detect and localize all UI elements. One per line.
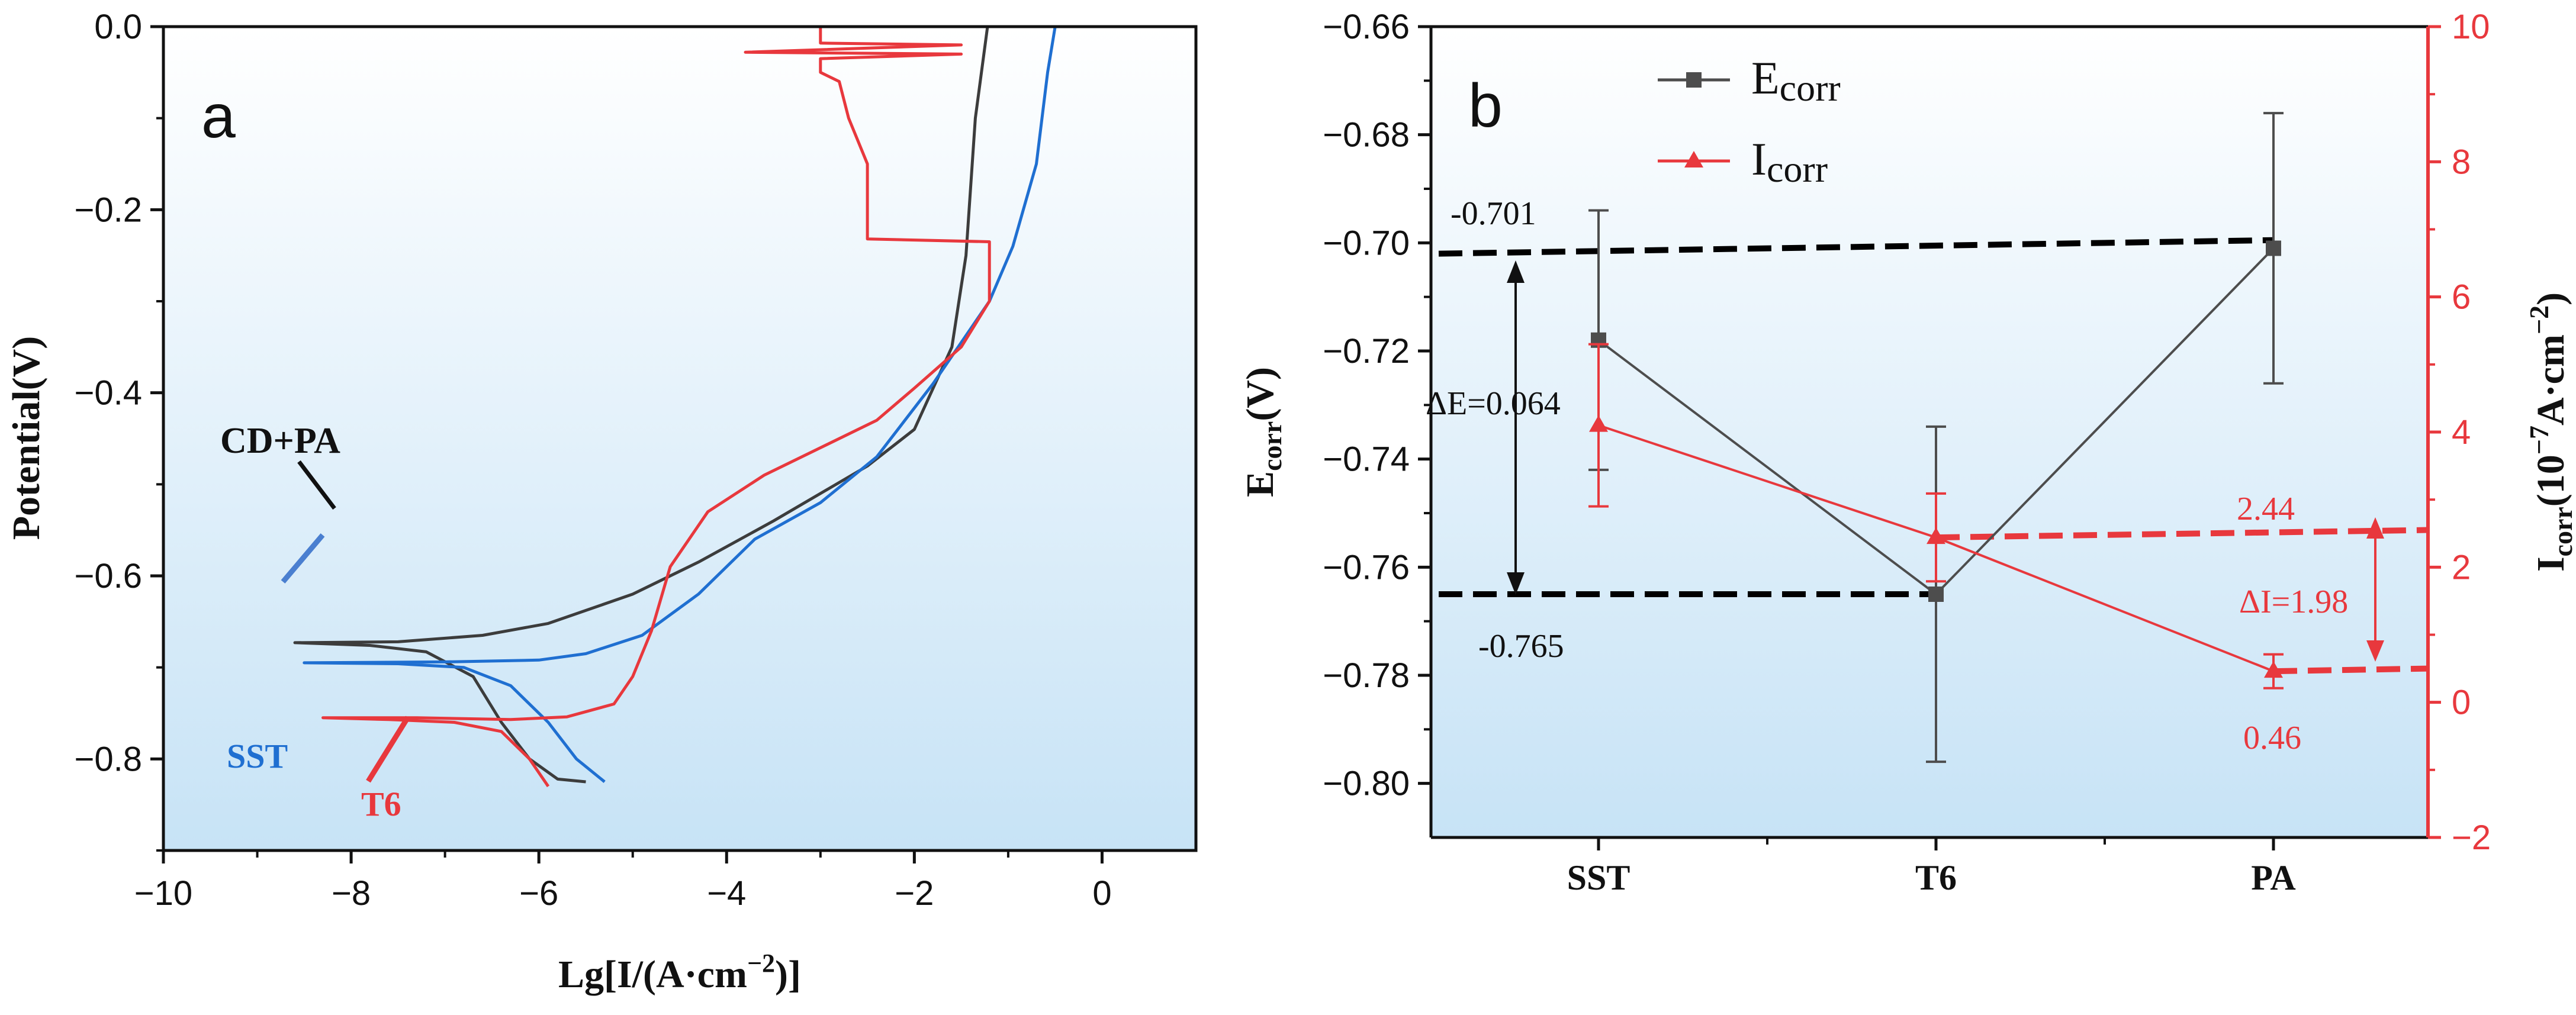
b-left-tick-label: −0.70 bbox=[1323, 224, 1410, 262]
b-left-tick-label: −0.78 bbox=[1323, 656, 1410, 695]
b-left-tick-label: −0.76 bbox=[1323, 548, 1410, 587]
icorr-marker-t6 bbox=[1927, 527, 1945, 544]
ref-label-ecorr-t6: -0.765 bbox=[1478, 628, 1564, 665]
t6-pointer-line bbox=[366, 716, 410, 783]
panel-b-plot-area bbox=[1431, 27, 2428, 837]
reference-line-4 bbox=[2273, 665, 2429, 675]
a-y-tick-label: −0.8 bbox=[75, 740, 143, 778]
legend-icorr-label: Icorr bbox=[1751, 133, 1828, 190]
b-right-tick-label: 6 bbox=[2452, 278, 2471, 317]
a-y-tick-label: −0.6 bbox=[75, 557, 143, 595]
panel-a-plot-area bbox=[163, 27, 1196, 850]
b-left-tick-label: −0.72 bbox=[1323, 332, 1410, 370]
b-right-tick-label: 8 bbox=[2452, 143, 2471, 181]
b-left-tick-label: −0.66 bbox=[1323, 8, 1410, 46]
cdpa-label: CD+PA bbox=[220, 421, 340, 461]
a-x-tick-label: −4 bbox=[707, 874, 746, 913]
panel-b-left-axis-title: Ecorr(V) bbox=[1239, 367, 1287, 497]
b-left-tick-label: −0.80 bbox=[1323, 765, 1410, 803]
panel-a-x-axis-title: Lg[I/(A·cm−2)] bbox=[558, 949, 801, 996]
panel-b-letter: b bbox=[1468, 72, 1503, 140]
category-label-t6: T6 bbox=[1915, 858, 1957, 897]
panel-b-right-axis-title: Icorr(10−7A·cm−2) bbox=[2524, 292, 2576, 572]
a-x-tick-label: −8 bbox=[332, 874, 371, 913]
panel-b: −0.66 −0.68 −0.70 −0.72 −0.74 −0.76 −0.78 −0.80… bbox=[1239, 8, 2576, 897]
curve-t6 bbox=[321, 27, 991, 788]
ecorr-marker-t6 bbox=[1928, 587, 1944, 602]
reference-line-3 bbox=[1935, 527, 2429, 541]
sst-pointer-line bbox=[281, 533, 325, 584]
icorr-marker-pa bbox=[2264, 661, 2283, 678]
b-right-tick-label: 2 bbox=[2452, 548, 2471, 587]
cdpa-pointer-line bbox=[297, 460, 336, 510]
legend-ecorr-label: Ecorr bbox=[1751, 52, 1841, 109]
ecorr-marker-pa bbox=[2266, 240, 2281, 256]
panel-a-ticks: −10 −8 −6 −4 −2 0 0.0 −0.2 −0.4 −0.6 −0.8 bbox=[75, 8, 1112, 913]
a-x-tick-label: −2 bbox=[895, 874, 934, 913]
legend-ecorr-marker bbox=[1686, 72, 1702, 88]
sst-label: SST bbox=[227, 737, 288, 775]
b-right-tick-label: 0 bbox=[2452, 684, 2471, 722]
a-y-tick-label: −0.4 bbox=[75, 374, 143, 413]
legend-icorr-marker bbox=[1684, 151, 1703, 167]
a-y-tick-label: −0.2 bbox=[75, 191, 143, 229]
panel-b-reference-lines bbox=[1438, 237, 2429, 675]
a-x-tick-label: −10 bbox=[134, 874, 192, 913]
icorr-marker-sst bbox=[1589, 415, 1608, 432]
t6-label: T6 bbox=[361, 785, 401, 823]
ref-label-icorr-pa: 0.46 bbox=[2243, 720, 2301, 756]
a-y-tick-label: 0.0 bbox=[94, 8, 142, 46]
reference-line-1 bbox=[1438, 237, 2274, 257]
ref-label-ecorr-pa: -0.701 bbox=[1451, 195, 1536, 232]
panel-a-frame bbox=[162, 25, 1198, 852]
delta-e-label: ΔE=0.064 bbox=[1426, 385, 1561, 422]
panel-a-series-group bbox=[293, 26, 1057, 788]
series-icorr bbox=[1588, 343, 2284, 689]
panel-b-series-group bbox=[1588, 112, 2284, 763]
panel-b-ticks: −0.66 −0.68 −0.70 −0.72 −0.74 −0.76 −0.78 −0.80… bbox=[1323, 8, 2491, 897]
a-x-tick-label: −6 bbox=[519, 874, 558, 913]
b-left-tick-label: −0.74 bbox=[1323, 440, 1410, 479]
b-right-tick-label: −2 bbox=[2452, 819, 2491, 857]
b-left-tick-label: −0.68 bbox=[1323, 116, 1410, 154]
category-label-pa: PA bbox=[2251, 858, 2296, 897]
delta-i-arrow bbox=[2366, 517, 2384, 662]
category-label-sst: SST bbox=[1567, 858, 1630, 897]
delta-i-arrow-head-down bbox=[2366, 640, 2384, 662]
legend: Ecorr Icorr bbox=[1658, 52, 1841, 190]
a-x-tick-label: 0 bbox=[1092, 874, 1111, 913]
b-right-tick-label: 4 bbox=[2452, 413, 2471, 452]
delta-e-arrow bbox=[1507, 260, 1525, 595]
delta-i-label: ΔI=1.98 bbox=[2239, 584, 2348, 620]
delta-e-arrow-head-up bbox=[1507, 260, 1525, 283]
ref-label-icorr-t6: 2.44 bbox=[2237, 491, 2295, 527]
curve-sst bbox=[303, 26, 1057, 783]
panel-a-letter: a bbox=[201, 82, 236, 151]
b-right-tick-label: 10 bbox=[2452, 8, 2490, 46]
delta-e-arrow-head-down bbox=[1507, 572, 1525, 595]
panel-a: −10 −8 −6 −4 −2 00.0−0.2−0.4−0.6−0.8 a CD+PA … bbox=[5, 8, 1198, 996]
delta-i-arrow-head-up bbox=[2366, 517, 2384, 539]
panel-a-y-axis-title: Potential(V) bbox=[5, 336, 48, 540]
